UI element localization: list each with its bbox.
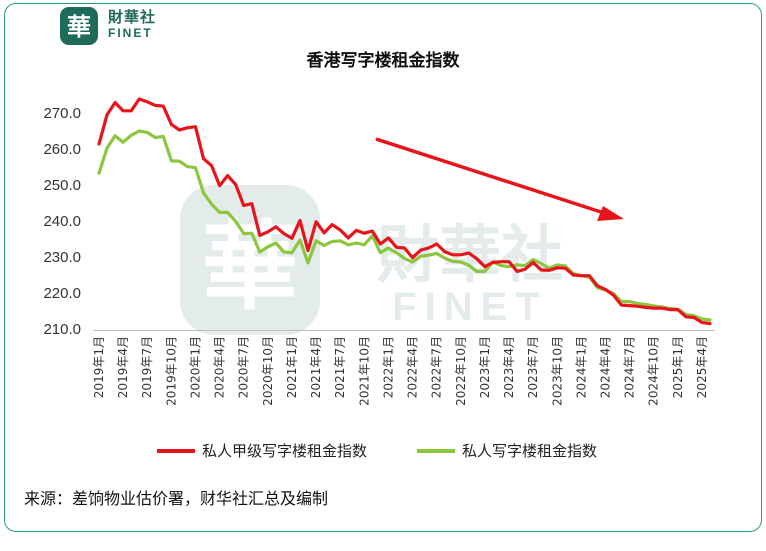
- x-tick-label: 2022年4月: [406, 336, 420, 398]
- x-tick-label: 2021年7月: [333, 336, 347, 398]
- y-tick-label: 260.0: [43, 141, 81, 158]
- x-tick-label: 2020年1月: [188, 336, 202, 398]
- x-tick-label: 2019年7月: [140, 336, 154, 398]
- trend-arrow: [375, 137, 624, 221]
- chart-frame: [4, 3, 762, 532]
- x-tick-label: 2019年4月: [116, 336, 130, 398]
- x-tick-label: 2019年10月: [164, 336, 178, 406]
- watermark-name-en: FINET: [392, 285, 548, 329]
- x-tick-label: 2023年1月: [478, 336, 492, 398]
- legend-item: 私人写字楼租金指数: [417, 442, 597, 460]
- brand-name-cn: 財華社: [108, 8, 157, 26]
- x-tick-label: 2024年7月: [623, 336, 637, 398]
- legend-label: 私人甲级写字楼租金指数: [202, 442, 367, 460]
- y-axis: 210.0 220.0 230.0 240.0 250.0 260.0 270.0: [43, 105, 81, 338]
- x-tick-label: 2023年10月: [550, 336, 564, 406]
- legend: 私人甲级写字楼租金指数 私人写字楼租金指数: [157, 442, 597, 460]
- x-tick-label: 2022年7月: [430, 336, 444, 398]
- x-tick-label: 2020年10月: [261, 336, 275, 406]
- x-tick-label: 2024年1月: [574, 336, 588, 398]
- x-tick-label: 2023年4月: [502, 336, 516, 398]
- x-tick-label: 2021年4月: [309, 336, 323, 398]
- y-tick-label: 250.0: [43, 177, 81, 194]
- chart-title: 香港写字楼租金指数: [306, 51, 460, 71]
- x-tick-label: 2020年7月: [237, 336, 251, 398]
- x-tick-label: 2025年1月: [671, 336, 685, 398]
- x-tick-label: 2020年4月: [213, 336, 227, 398]
- finet-logo-icon: 華: [60, 7, 98, 45]
- x-tick-label: 2025年4月: [695, 336, 709, 398]
- series-lines: [97, 97, 712, 326]
- legend-item: 私人甲级写字楼租金指数: [157, 442, 367, 460]
- x-tick-label: 2019年1月: [92, 336, 106, 398]
- brand-name-en: FINET: [108, 26, 153, 40]
- legend-label: 私人写字楼租金指数: [462, 442, 597, 460]
- x-tick-label: 2021年10月: [357, 336, 371, 406]
- watermark-mark: 華: [202, 211, 298, 323]
- series-line-grade-a: [97, 97, 712, 326]
- y-tick-label: 240.0: [43, 213, 81, 230]
- x-tick-label: 2021年1月: [285, 336, 299, 398]
- y-tick-label: 230.0: [43, 249, 81, 266]
- watermark: 華 財華社 FINET: [180, 185, 563, 335]
- y-tick-label: 220.0: [43, 285, 81, 302]
- x-tick-label: 2023年7月: [526, 336, 540, 398]
- source-note: 来源：差饷物业估价署，财华社汇总及编制: [24, 489, 329, 508]
- x-tick-label: 2022年10月: [454, 336, 468, 406]
- brand-wordmark: 財華社 FINET: [108, 8, 157, 40]
- x-axis: 2019年1月 2019年4月 2019年7月 2019年10月 2020年1月 2020…: [92, 330, 715, 406]
- x-tick-label: 2022年1月: [381, 336, 395, 398]
- logo-mark: 華: [67, 13, 91, 41]
- y-tick-label: 270.0: [43, 105, 81, 122]
- x-tick-label: 2024年10月: [647, 336, 661, 406]
- x-tick-label: 2024年4月: [598, 336, 612, 398]
- y-tick-label: 210.0: [43, 321, 81, 338]
